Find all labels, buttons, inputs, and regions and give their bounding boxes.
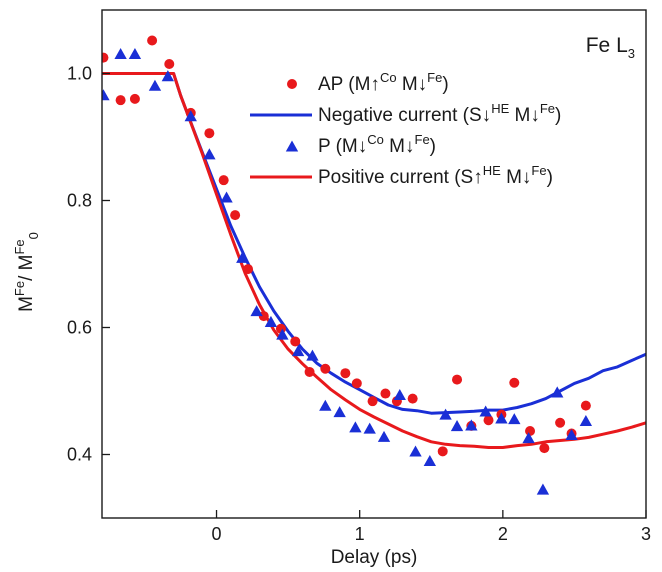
data-point-ap — [351, 378, 362, 389]
y-tick-label: 0.8 — [67, 191, 92, 211]
legend-label-neg: Negative current (S↓HE M↓Fe) — [318, 101, 561, 126]
series-line-negative-current — [102, 72, 646, 415]
panel-annotation: Fe L3 — [586, 34, 635, 61]
plot-frame — [101, 9, 647, 519]
data-point-p — [536, 483, 550, 495]
data-point-ap — [102, 52, 109, 63]
data-point-p — [148, 79, 162, 91]
data-point-p — [333, 406, 346, 418]
y-axis: 0.4 0.6 0.8 1.0 — [67, 64, 110, 465]
data-point-p — [479, 405, 492, 417]
data-point-p — [161, 70, 175, 82]
data-point-ap — [204, 128, 215, 139]
data-point-p — [203, 148, 216, 160]
data-point-ap — [340, 368, 351, 379]
x-tick-label: 3 — [641, 524, 651, 544]
data-point-ap — [129, 93, 140, 104]
data-point-p — [319, 399, 332, 411]
data-point-ap — [230, 210, 241, 221]
data-point-p — [264, 315, 278, 327]
data-point-p — [579, 414, 593, 427]
data-point-p — [128, 47, 142, 59]
data-point-p — [450, 420, 464, 432]
data-point-ap — [580, 400, 591, 411]
data-point-p — [522, 432, 535, 444]
data-point-ap — [483, 415, 494, 426]
data-point-ap — [115, 95, 126, 106]
data-point-ap — [218, 175, 229, 186]
data-point-ap — [452, 374, 463, 385]
x-tick-label: 0 — [212, 524, 222, 544]
legend-marker-p — [285, 140, 299, 152]
legend-marker-ap — [287, 79, 297, 89]
data-point-ap — [407, 393, 418, 404]
data-point-ap — [555, 417, 566, 428]
data-point-p — [184, 110, 197, 122]
x-tick-label: 2 — [498, 524, 508, 544]
legend-label-p: P (M↓Co M↓Fe) — [318, 132, 436, 157]
x-axis: 0 1 2 3 — [212, 510, 651, 544]
data-point-p — [220, 191, 233, 203]
y-tick-label: 0.4 — [67, 445, 92, 465]
y-axis-label: MFe/ MFe0 — [12, 232, 41, 312]
data-point-ap — [243, 264, 254, 275]
data-point-ap — [320, 363, 331, 374]
data-point-p — [393, 388, 406, 400]
x-axis-label: Delay (ps) — [331, 547, 418, 568]
data-point-p — [495, 412, 508, 424]
data-point-p — [349, 421, 362, 433]
data-point-p — [363, 422, 376, 434]
data-point-ap — [539, 443, 550, 454]
data-point-p — [423, 454, 437, 467]
data-point-p — [114, 47, 127, 59]
data-point-ap — [509, 377, 520, 388]
data-point-p — [508, 413, 521, 425]
legend-label-ap: AP (M↑Co M↓Fe) — [318, 70, 449, 95]
data-point-p — [439, 408, 452, 420]
data-point-p — [377, 430, 391, 442]
data-point-p — [409, 445, 422, 457]
data-point-ap — [367, 396, 378, 407]
data-point-ap — [304, 366, 315, 377]
data-point-ap — [380, 388, 391, 399]
y-tick-label: 1.0 — [67, 64, 92, 84]
data-point-p — [250, 305, 263, 317]
data-point-ap — [525, 426, 536, 437]
data-point-ap — [437, 446, 448, 457]
data-point-p — [236, 251, 249, 263]
plot-content — [102, 35, 646, 495]
legend-label-pos: Positive current (S↑HE M↓Fe) — [318, 163, 553, 188]
x-tick-label: 1 — [355, 524, 365, 544]
data-point-p — [291, 345, 305, 357]
series-line-positive-current — [102, 72, 646, 449]
data-point-ap — [290, 336, 301, 347]
data-point-p — [306, 349, 319, 361]
data-point-ap — [164, 58, 175, 69]
y-tick-label: 0.6 — [67, 318, 92, 338]
data-point-p — [465, 419, 478, 431]
data-point-p — [102, 89, 110, 101]
data-point-p — [276, 328, 289, 340]
data-point-p — [565, 428, 578, 440]
data-point-p — [551, 386, 564, 398]
legend: AP (M↑Co M↓Fe) Negative current (S↓HE M↓F… — [250, 70, 561, 188]
data-point-ap — [147, 35, 158, 46]
